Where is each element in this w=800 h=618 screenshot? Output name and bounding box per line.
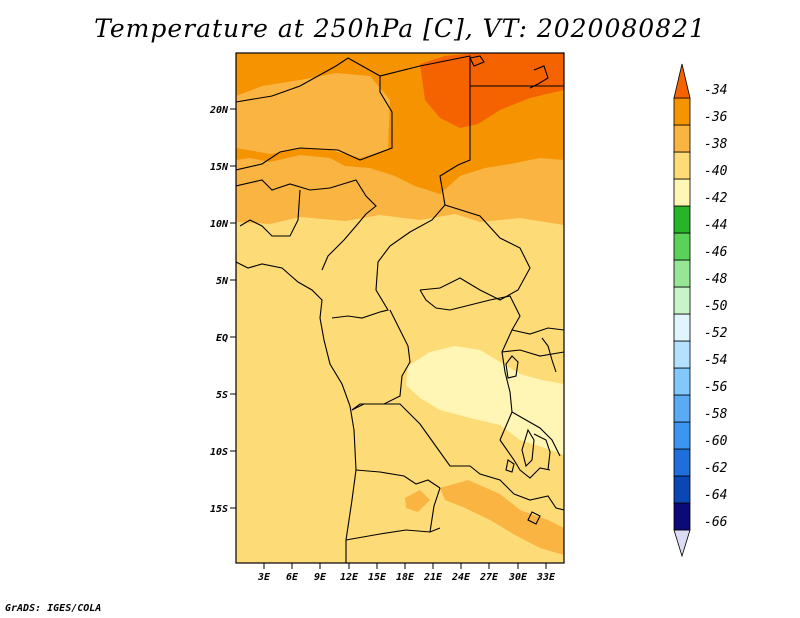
lon-label: 9E [314,572,327,583]
lon-axis [263,563,547,569]
lat-label: 10N [210,219,229,230]
colorbar-segment [673,394,691,423]
colorbar-label: -54 [704,353,727,368]
colorbar-segment [673,286,691,315]
lat-labels: 20N 15N 10N 5N EQ 5S 10S 15S [209,105,229,515]
colorbar-segment [673,448,691,477]
colorbar-label: -56 [704,380,728,395]
colorbar-label: -42 [704,191,728,206]
lon-label: 3E [257,572,271,583]
country-boundaries [236,55,564,563]
colorbar-label: -60 [704,434,728,449]
lat-label: 15N [210,162,229,173]
colorbar-label: -36 [704,110,728,125]
colorbar-segment [673,367,691,396]
colorbar-segment [673,124,691,153]
colorbar-label: -40 [704,164,728,179]
lon-label: 12E [340,572,359,583]
lon-labels: 3E 6E 9E 12E 15E 18E 21E 24E 27E 30E 33E [257,572,556,583]
map-frame [235,52,565,564]
colorbar-labels: -34 -36 -38 -40 -42 -44 -46 -48 -50 -52 … [704,83,728,530]
colorbar-segment [673,205,691,234]
temperature-field [236,53,564,563]
lon-label: 33E [536,572,556,583]
lat-label: 10S [210,447,228,458]
colorbar-label: -66 [704,515,728,530]
colorbar-segment [673,313,691,342]
colorbar-segment [673,63,691,99]
band-38-40-pocket [236,73,390,158]
colorbar-label: -62 [704,461,728,476]
band-38-40-south [440,480,564,555]
colorbar-segment [673,340,691,369]
colorbar-label: -34 [704,83,727,98]
colorbar-label: -44 [704,218,727,233]
colorbar-segment [673,151,691,180]
colorbar [673,63,691,558]
lon-label: 24E [451,572,471,583]
lon-label: 21E [423,572,443,583]
map-title: Temperature at 250hPa [C], VT: 202008082… [94,14,706,43]
colorbar-segment [673,529,691,558]
colorbar-label: -38 [704,137,728,152]
colorbar-segment [673,475,691,504]
colorbar-segment [673,259,691,288]
colorbar-label: -52 [704,326,728,341]
lat-label: 5N [216,276,229,287]
colorbar-label: -48 [704,272,728,287]
lon-label: 30E [508,572,528,583]
colorbar-segment [673,232,691,261]
lat-label: EQ [216,333,228,344]
colorbar-label: -46 [704,245,728,260]
colorbar-segment [673,421,691,450]
lon-label: 18E [396,572,415,583]
band-42-44-a [406,346,564,455]
lat-label: 5S [216,390,228,401]
colorbar-label: -50 [704,299,728,314]
colorbar-segment [673,97,691,126]
band-38-40-southwest [405,490,430,512]
lat-axis [230,108,236,509]
band-34-36 [420,53,564,128]
credit-text: GrADS: IGES/COLA [5,603,102,614]
lon-label: 27E [479,572,499,583]
lat-label: 20N [209,105,229,116]
colorbar-label: -64 [704,488,727,503]
colorbar-segment [673,502,691,531]
colorbar-segment [673,178,691,207]
band-42-44-b [436,378,470,398]
colorbar-label: -58 [704,407,728,422]
lon-label: 15E [368,572,387,583]
lakes [469,55,541,525]
lon-label: 6E [286,572,299,583]
lat-label: 15S [210,504,228,515]
